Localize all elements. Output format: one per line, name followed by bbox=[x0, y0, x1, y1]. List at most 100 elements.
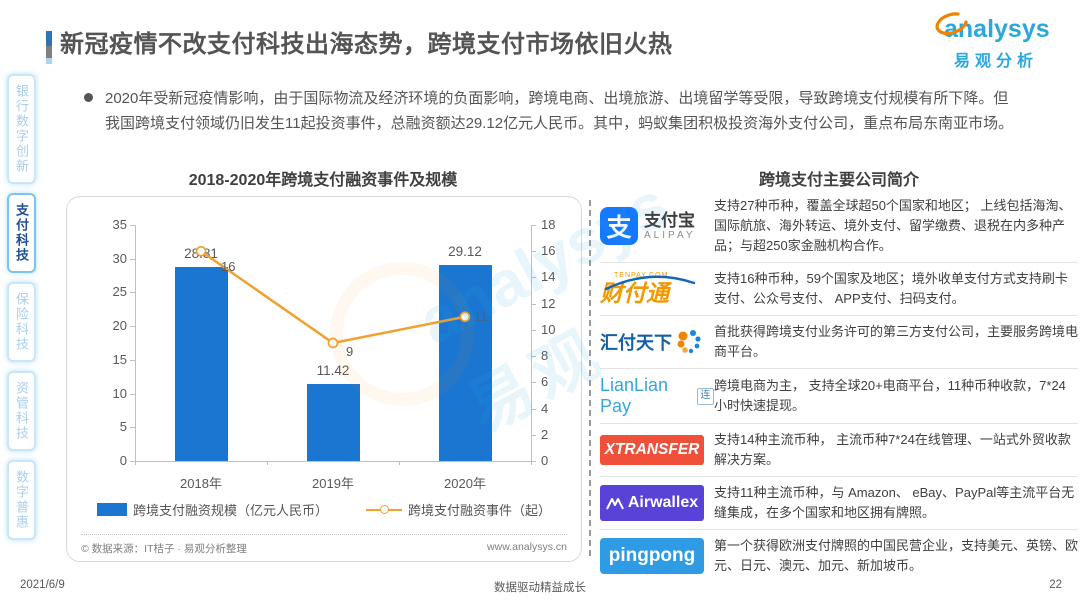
sidebar-item-insurance-tech[interactable]: 保险科技 bbox=[7, 282, 36, 362]
company-row-pingpong: pingpong 第一个获得欧洲支付牌照的中国民营企业，支持美元、英镑、欧元、日… bbox=[600, 530, 1078, 582]
footer-slogan: 数据驱动精益成长 bbox=[494, 582, 586, 594]
huifu-logo: 汇付天下 bbox=[600, 329, 714, 355]
y-axis-right bbox=[531, 225, 532, 461]
x-axis-tick bbox=[267, 461, 268, 465]
x-axis-category-label: 2020年 bbox=[444, 476, 486, 491]
companies-title: 跨境支付主要公司简介 bbox=[758, 172, 919, 189]
bar-2018年 bbox=[174, 266, 228, 461]
footer-date: 2021/6/9 bbox=[20, 579, 65, 591]
sidebar: 银行数字创新 支付科技 保险科技 资管科技 数字普惠 bbox=[7, 74, 36, 540]
y-axis-right-tick bbox=[531, 251, 536, 253]
x-axis-category-label: 2019年 bbox=[312, 476, 354, 491]
sidebar-item-digital-inclusion[interactable]: 数字普惠 bbox=[7, 460, 36, 540]
summary-text: 2020年受新冠疫情影响，由于国际物流及经济环境的负面影响，跨境电商、出境旅游、… bbox=[105, 90, 1014, 132]
company-row-tenpay: TENPAY.COM 财付通 支持16种币种，59个国家及地区；境外收单支付方式… bbox=[600, 263, 1078, 316]
footer-page-number: 22 bbox=[1049, 579, 1062, 591]
y-axis-left-tick-label: 0 bbox=[119, 453, 127, 468]
company-desc: 支持27种币种，覆盖全球超50个国家和地区； 上线包括海淘、国际航旅、海外转运、… bbox=[714, 198, 1072, 253]
alipay-name-cn: 支付宝 bbox=[644, 211, 695, 230]
tenpay-sub-text: TENPAY.COM bbox=[614, 272, 669, 279]
company-row-airwallex: Airwallex 支持11种主流币种，与 Amazon、 eBay、PayPa… bbox=[600, 477, 1078, 530]
company-desc: 支持16种币种，59个国家及地区；境外收单支付方式支持刷卡支付、公众号支付、 A… bbox=[714, 271, 1068, 306]
pingpong-name: pingpong bbox=[608, 545, 696, 566]
y-axis-right-tick bbox=[531, 225, 536, 226]
page-title: 新冠疫情不改支付科技出海态势，跨境支付市场依旧火热 bbox=[60, 31, 673, 58]
company-desc: 跨境电商为主， 支持全球20+电商平台，11种币种收款，7*24 小时快速提现。 bbox=[714, 378, 1066, 413]
vertical-divider bbox=[589, 200, 591, 556]
companies-panel: 支 支付宝 ALIPAY 支持27种币种，覆盖全球超50个国家和地区； 上线包括… bbox=[600, 190, 1078, 582]
line-value-label: 11 bbox=[474, 308, 488, 324]
lianlian-badge-icon: 连 bbox=[697, 387, 714, 405]
analysys-logo-cn: 易观分析 bbox=[953, 53, 1038, 70]
huifu-pinwheel-icon bbox=[677, 330, 701, 354]
bar-2019年 bbox=[306, 383, 360, 461]
y-axis-right-tick-label: 2 bbox=[541, 426, 549, 442]
airwallex-logo: Airwallex bbox=[600, 485, 714, 521]
tenpay-logo: TENPAY.COM 财付通 bbox=[600, 272, 714, 306]
y-axis-left-tick-label: 35 bbox=[112, 217, 127, 232]
y-axis-right-tick-label: 6 bbox=[541, 374, 549, 390]
line-value-label: 9 bbox=[346, 344, 354, 359]
y-axis-right-tick bbox=[531, 356, 536, 358]
chart-source: © 数据来源：IT桔子 · 易观分析整理 www.analysys.cn bbox=[81, 534, 567, 556]
company-row-xtransfer: XTRANSFER 支持14种主流币种， 主流币种7*24在线管理、一站式外贸收… bbox=[600, 424, 1078, 477]
y-axis-right-tick-label: 16 bbox=[541, 243, 556, 259]
company-desc: 第一个获得欧洲支付牌照的中国民营企业，支持美元、英镑、欧元、日元、澳元、加元、新… bbox=[714, 538, 1079, 573]
y-axis-left-tick bbox=[130, 225, 135, 226]
bar-2020年 bbox=[438, 264, 492, 461]
xtransfer-name: XTRANSFER bbox=[604, 441, 700, 458]
xtransfer-logo: XTRANSFER bbox=[600, 435, 714, 465]
y-axis-left-tick bbox=[130, 359, 135, 361]
source-right: www.analysys.cn bbox=[487, 541, 567, 553]
company-desc: 支持14种主流币种， 主流币种7*24在线管理、一站式外贸收款解决方案。 bbox=[714, 432, 1071, 467]
x-axis-tick bbox=[531, 461, 532, 465]
bar-value-label: 11.42 bbox=[316, 362, 350, 378]
y-axis-right-tick bbox=[531, 434, 536, 436]
y-axis-right-tick-label: 18 bbox=[541, 217, 556, 232]
company-row-alipay: 支 支付宝 ALIPAY 支持27种币种，覆盖全球超50个国家和地区； 上线包括… bbox=[600, 190, 1078, 263]
chart-title: 2018-2020年跨境支付融资事件及规模 bbox=[188, 172, 458, 189]
summary-block: 2020年受新冠疫情影响，由于国际物流及经济环境的负面影响，跨境电商、出境旅游、… bbox=[84, 86, 1016, 136]
huifu-name: 汇付天下 bbox=[600, 333, 672, 353]
y-axis-right-tick-label: 8 bbox=[541, 348, 549, 364]
y-axis-left-tick bbox=[130, 461, 135, 462]
pingpong-logo: pingpong bbox=[600, 538, 714, 574]
company-desc: 支持11种主流币种，与 Amazon、 eBay、PayPal等主流平台无缝集成… bbox=[714, 485, 1075, 520]
analysys-logo-icon: analysys bbox=[935, 12, 1050, 43]
alipay-name-en: ALIPAY bbox=[644, 230, 696, 241]
sidebar-item-asset-tech[interactable]: 资管科技 bbox=[7, 371, 36, 451]
y-axis-right-tick-label: 4 bbox=[541, 400, 549, 416]
company-row-lianlian: LianLian Pay 连 跨境电商为主， 支持全球20+电商平台，11种币种… bbox=[600, 369, 1078, 424]
alipay-icon: 支 bbox=[600, 207, 638, 245]
y-axis-right-tick bbox=[531, 382, 536, 384]
legend-line-marker bbox=[366, 505, 402, 514]
y-axis-left-tick bbox=[130, 393, 135, 395]
sidebar-item-payment-tech[interactable]: 支付科技 bbox=[7, 193, 36, 273]
y-axis-left-tick bbox=[130, 326, 135, 328]
y-axis-right-tick bbox=[531, 303, 536, 305]
xtransfer-badge: XTRANSFER bbox=[600, 435, 704, 465]
airwallex-badge: Airwallex bbox=[600, 485, 704, 521]
y-axis-right-tick bbox=[531, 461, 536, 462]
y-axis-left-tick-label: 15 bbox=[112, 351, 127, 367]
company-desc: 首批获得跨境支付业务许可的第三方支付公司，主要服务跨境电商平台。 bbox=[714, 324, 1079, 359]
tenpay-swoosh-icon bbox=[604, 275, 696, 291]
title-accent-bar bbox=[46, 31, 52, 64]
bullet-icon bbox=[84, 93, 93, 102]
x-axis-tick bbox=[399, 461, 400, 465]
y-axis-left-tick-label: 5 bbox=[119, 419, 127, 435]
airwallex-mark-icon bbox=[605, 497, 624, 509]
pingpong-badge: pingpong bbox=[600, 538, 704, 574]
company-row-huifu: 汇付天下 首批获得跨境支付业务许可的第三方支付公司，主要服务跨境电商平台。 bbox=[600, 316, 1078, 369]
lianlian-logo: LianLian Pay 连 bbox=[600, 375, 714, 417]
y-axis-left bbox=[135, 225, 136, 461]
chart: 跨境支付融资规模（亿元人民币） 跨境支付融资事件（起） © 数据来源：IT桔子 … bbox=[66, 196, 582, 562]
line-value-label: 16 bbox=[221, 259, 236, 275]
legend-bar-swatch bbox=[96, 503, 127, 516]
sidebar-item-bank-digital[interactable]: 银行数字创新 bbox=[7, 74, 36, 184]
source-left: © 数据来源：IT桔子 · 易观分析整理 bbox=[81, 543, 247, 555]
chart-legend: 跨境支付融资规模（亿元人民币） 跨境支付融资事件（起） bbox=[67, 500, 581, 519]
analysys-logo: analysys 易观分析 bbox=[920, 10, 1072, 71]
y-axis-right-tick bbox=[531, 408, 536, 410]
